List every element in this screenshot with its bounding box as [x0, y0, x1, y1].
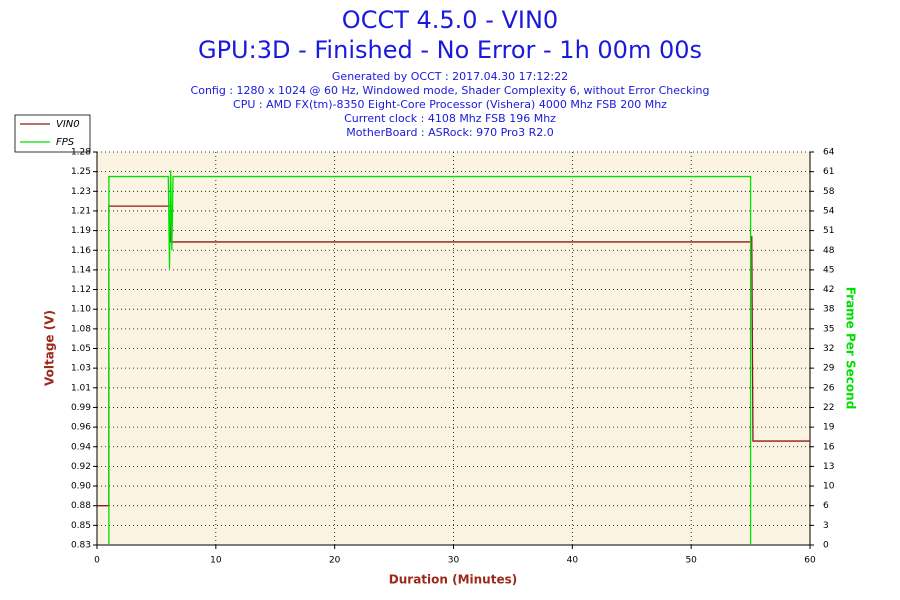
info-line: CPU : AMD FX(tm)-8350 Eight-Core Process… — [233, 98, 667, 111]
x-tick-label: 30 — [448, 556, 460, 566]
y-tick-label: 1.23 — [71, 187, 91, 197]
y2-tick-label: 26 — [823, 383, 835, 393]
chart-title: OCCT 4.5.0 - VIN0 — [342, 6, 558, 34]
legend-label: VIN0 — [56, 119, 80, 130]
info-line: Generated by OCCT : 2017.04.30 17:12:22 — [332, 70, 568, 83]
y2-tick-label: 61 — [823, 167, 834, 177]
y-tick-label: 1.12 — [71, 285, 91, 295]
y-tick-label: 1.01 — [71, 383, 91, 393]
y-tick-label: 1.21 — [71, 206, 91, 216]
y2-tick-label: 10 — [823, 482, 835, 492]
x-tick-label: 0 — [94, 556, 100, 566]
y-tick-label: 0.99 — [71, 403, 91, 413]
y-tick-label: 1.28 — [71, 148, 91, 158]
y2-tick-label: 35 — [823, 324, 834, 334]
y-tick-label: 0.92 — [71, 462, 91, 472]
y2-tick-label: 54 — [823, 206, 835, 216]
y2-tick-label: 22 — [823, 403, 834, 413]
y2-tick-label: 6 — [823, 501, 829, 511]
y-tick-label: 1.25 — [71, 167, 91, 177]
y2-tick-label: 38 — [823, 305, 835, 315]
y-tick-label: 1.16 — [71, 246, 91, 256]
y-tick-label: 1.05 — [71, 344, 91, 354]
chart-subtitle: GPU:3D - Finished - No Error - 1h 00m 00… — [198, 36, 702, 64]
y2-tick-label: 29 — [823, 364, 835, 374]
x-axis-title: Duration (Minutes) — [389, 573, 517, 587]
y-tick-label: 1.03 — [71, 364, 91, 374]
series-line — [108, 170, 752, 545]
x-tick-label: 50 — [685, 556, 697, 566]
y-tick-label: 0.83 — [71, 541, 91, 551]
info-line: Current clock : 4108 Mhz FSB 196 Mhz — [344, 112, 556, 125]
y-tick-label: 0.94 — [71, 442, 91, 452]
x-tick-label: 60 — [804, 556, 816, 566]
y-tick-label: 1.14 — [71, 265, 91, 275]
y-tick-label: 0.85 — [71, 521, 91, 531]
y2-tick-label: 64 — [823, 148, 835, 158]
y-tick-label: 1.19 — [71, 226, 91, 236]
y-tick-label: 0.96 — [71, 423, 91, 433]
y2-tick-label: 42 — [823, 285, 834, 295]
x-tick-label: 20 — [329, 556, 341, 566]
info-line: Config : 1280 x 1024 @ 60 Hz, Windowed m… — [191, 84, 710, 97]
y2-tick-label: 51 — [823, 226, 834, 236]
y2-tick-label: 0 — [823, 541, 829, 551]
y2-tick-label: 16 — [823, 442, 835, 452]
y2-tick-label: 32 — [823, 344, 834, 354]
info-line: MotherBoard : ASRock: 970 Pro3 R2.0 — [346, 126, 553, 139]
y-tick-label: 0.90 — [71, 482, 91, 492]
y2-axis-title: Frame Per Second — [844, 287, 858, 410]
y2-tick-label: 13 — [823, 462, 834, 472]
y2-tick-label: 48 — [823, 246, 835, 256]
y2-tick-label: 3 — [823, 521, 829, 531]
legend-label: FPS — [56, 137, 75, 148]
y-tick-label: 0.88 — [71, 501, 91, 511]
y-tick-label: 1.08 — [71, 324, 91, 334]
x-tick-label: 10 — [210, 556, 222, 566]
legend-box — [14, 114, 91, 153]
y2-tick-label: 45 — [823, 265, 834, 275]
y2-tick-label: 19 — [823, 423, 835, 433]
y-axis-title: Voltage (V) — [43, 310, 57, 386]
y2-tick-label: 58 — [823, 187, 835, 197]
y-tick-label: 1.10 — [71, 305, 91, 315]
x-tick-label: 40 — [567, 556, 579, 566]
